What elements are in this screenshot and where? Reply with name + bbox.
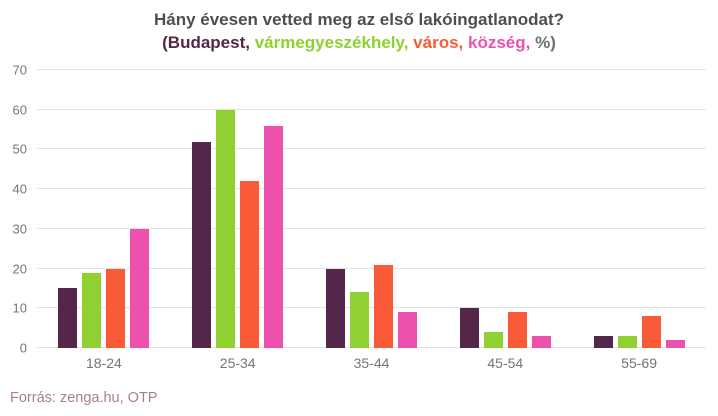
bar-község-45-54: [531, 336, 551, 348]
subtitle-segment-0: (Budapest,: [162, 33, 250, 52]
bar-group-55-69: 55-69: [572, 70, 706, 371]
bar-község-25-34: [264, 125, 284, 348]
bar-Budapest-35-44: [325, 268, 345, 348]
bar-város-35-44: [373, 264, 393, 348]
bar-group-18-24: 18-24: [37, 70, 171, 371]
y-axis-tick-10: 10: [12, 300, 27, 316]
x-axis-category-45-54: 45-54: [487, 355, 524, 371]
bar-város-45-54: [507, 312, 527, 348]
plot-area: 0 10 20 30 40 50 60 70 18-24 25-34 35-44 45-54 55-6…: [13, 63, 706, 371]
x-axis-category-55-69: 55-69: [621, 355, 657, 371]
bar-vármegyeszékhely-45-54: [483, 332, 503, 348]
gridline-20: [37, 267, 706, 269]
bar-Budapest-25-34: [192, 141, 212, 348]
gridline-10: [37, 307, 706, 309]
chart-title: Hány évesen vetted meg az első lakóingat…: [153, 10, 565, 29]
y-axis-tick-70: 70: [12, 62, 27, 78]
subtitle-segment-4: %): [530, 33, 556, 52]
bar-város-55-69: [641, 316, 661, 348]
bar-község-18-24: [130, 228, 150, 348]
gridline-50: [37, 148, 706, 150]
bar-vármegyeszékhely-25-34: [216, 109, 236, 348]
subtitle-segment-2: város,: [408, 33, 464, 52]
bar-község-55-69: [665, 340, 685, 348]
gridline-30: [37, 227, 706, 229]
chart-subtitle-legend: (Budapest, vármegyeszékhely, város, közs…: [0, 32, 718, 53]
bar-város-25-34: [240, 181, 260, 348]
gridline-70: [37, 69, 706, 70]
gridline-60: [37, 108, 706, 110]
gridline-40: [37, 188, 706, 190]
x-axis-category-25-34: 25-34: [219, 355, 256, 371]
y-axis-tick-40: 40: [12, 181, 27, 197]
y-axis-tick-60: 60: [12, 102, 27, 118]
bar-Budapest-55-69: [593, 336, 613, 348]
gridline-0: [37, 347, 706, 348]
bar-vármegyeszékhely-35-44: [349, 292, 369, 348]
y-axis-tick-50: 50: [12, 141, 27, 157]
source-credit: Forrás: zenga.hu, OTP: [10, 390, 158, 406]
subtitle-segment-1: vármegyeszékhely,: [249, 33, 409, 52]
y-axis-tick-30: 30: [12, 221, 27, 237]
bar-Budapest-45-54: [459, 308, 479, 348]
bar-község-35-44: [397, 312, 417, 348]
bar-group-35-44: 35-44: [305, 70, 439, 371]
x-axis-category-35-44: 35-44: [353, 355, 390, 371]
y-axis-tick-0: 0: [19, 340, 27, 356]
bar-group-25-34: 25-34: [171, 70, 305, 371]
bar-vármegyeszékhely-55-69: [617, 336, 637, 348]
y-axis-tick-20: 20: [12, 261, 27, 277]
x-axis-category-18-24: 18-24: [85, 355, 122, 371]
bar-group-45-54: 45-54: [438, 70, 572, 371]
subtitle-segment-3: község,: [463, 33, 531, 52]
bar-város-18-24: [106, 268, 126, 348]
bar-vármegyeszékhely-18-24: [82, 272, 102, 348]
bar-Budapest-18-24: [58, 288, 78, 348]
bar-groups: 18-24 25-34 35-44 45-54 55-69: [37, 70, 706, 371]
